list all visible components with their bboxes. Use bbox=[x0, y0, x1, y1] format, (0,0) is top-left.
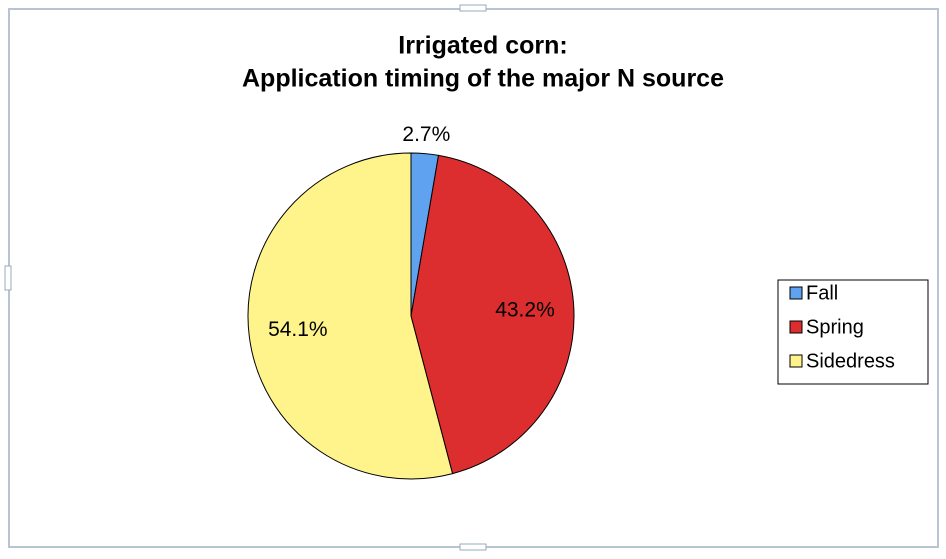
legend-box bbox=[777, 279, 929, 385]
legend-swatch bbox=[789, 320, 803, 334]
data-label: 2.7% bbox=[402, 123, 450, 146]
resize-handle bbox=[459, 4, 487, 12]
resize-handle bbox=[4, 265, 12, 291]
legend-swatch bbox=[789, 354, 803, 368]
data-label: 43.2% bbox=[495, 299, 555, 322]
legend-label: Fall bbox=[806, 282, 838, 304]
legend-label: Sidedress bbox=[806, 350, 895, 372]
pie-slice bbox=[247, 152, 454, 480]
pie-slice bbox=[410, 154, 575, 475]
chart-title: Application timing of the major N source bbox=[242, 65, 724, 93]
data-label: 54.1% bbox=[268, 318, 328, 341]
legend-swatch bbox=[789, 286, 803, 300]
chart-title: Irrigated corn: bbox=[398, 32, 567, 60]
legend-label: Spring bbox=[806, 316, 864, 338]
resize-handle bbox=[459, 543, 487, 551]
